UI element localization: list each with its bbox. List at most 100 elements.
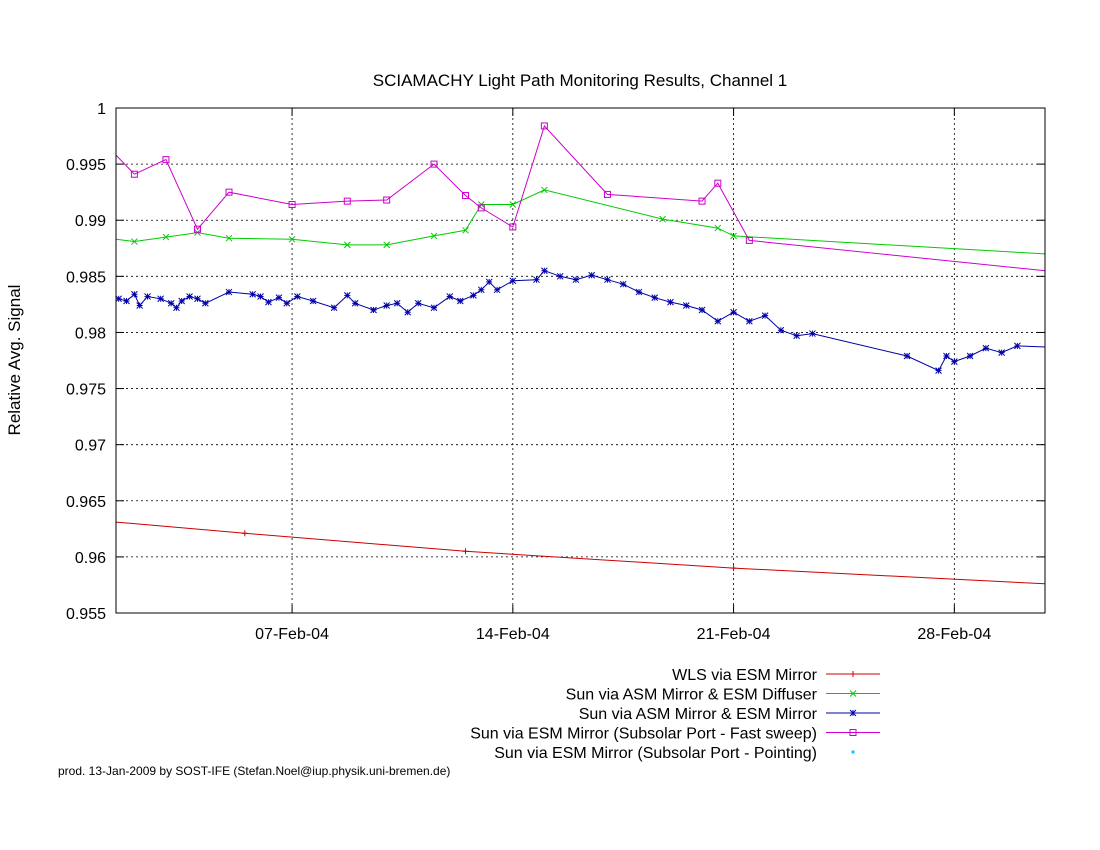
- data-point-marker: [588, 271, 596, 279]
- data-point-marker: [572, 276, 580, 284]
- data-point-marker: [446, 293, 454, 300]
- data-point-marker: [667, 298, 674, 306]
- series-wls-via-esm-mirror: [115, 521, 1046, 585]
- legend-label: Sun via ASM Mirror & ESM Mirror: [579, 706, 818, 723]
- data-point-marker: [477, 204, 485, 212]
- data-point-marker: [370, 306, 377, 314]
- data-point-marker: [477, 286, 485, 294]
- data-point-marker: [698, 306, 706, 314]
- data-point-marker: [793, 332, 801, 340]
- legend-item: Sun via ESM Mirror (Subsolar Port - Poin…: [494, 745, 855, 762]
- data-point-marker: [241, 530, 248, 537]
- series-group: [115, 122, 1046, 585]
- data-point-marker: [950, 358, 958, 365]
- data-point-marker: [157, 295, 165, 303]
- x-tick-label: 07-Feb-04: [255, 626, 329, 643]
- data-point-marker: [144, 293, 151, 300]
- data-point-marker: [541, 267, 548, 275]
- data-point-marker: [619, 280, 627, 288]
- data-point-marker: [943, 352, 950, 360]
- data-point-marker: [698, 197, 706, 205]
- data-point-marker: [470, 292, 477, 299]
- data-point-marker: [982, 344, 990, 352]
- legend-label: Sun via ESM Mirror (Subsolar Port - Poin…: [494, 745, 817, 762]
- data-point-marker: [249, 290, 257, 298]
- data-point-marker: [462, 192, 470, 200]
- y-tick-label: 0.98: [75, 325, 106, 342]
- data-point-marker: [178, 297, 186, 305]
- data-point-marker: [201, 299, 209, 307]
- data-point-marker: [462, 548, 469, 555]
- y-tick-label: 0.995: [66, 157, 106, 174]
- data-point-marker: [745, 317, 753, 325]
- y-tick-label: 0.985: [66, 269, 106, 286]
- y-tick-label: 0.99: [75, 213, 106, 230]
- data-point-marker: [383, 302, 391, 309]
- data-point-marker: [194, 295, 201, 303]
- data-point-marker: [136, 302, 144, 309]
- data-point-marker: [456, 297, 464, 305]
- data-point-marker: [603, 190, 611, 198]
- legend-label: Sun via ESM Mirror (Subsolar Port - Fast…: [470, 726, 817, 743]
- data-point-marker: [730, 232, 737, 240]
- data-point-marker: [186, 293, 193, 300]
- grid-lines: [116, 108, 1045, 613]
- data-point-marker: [651, 294, 659, 302]
- data-point-marker: [414, 299, 422, 307]
- data-point-marker: [123, 297, 130, 305]
- data-point-marker: [330, 304, 338, 312]
- data-point-marker: [162, 156, 170, 164]
- legend-marker: [849, 729, 857, 736]
- x-tick-label: 28-Feb-04: [917, 626, 991, 643]
- data-point-marker: [393, 299, 401, 307]
- data-point-marker: [430, 160, 438, 168]
- data-point-marker: [730, 565, 737, 572]
- data-point-marker: [1014, 342, 1021, 350]
- legend: WLS via ESM Mirror Sun via ASM Mirror & E…: [470, 667, 880, 762]
- data-point-marker: [777, 326, 785, 334]
- data-point-marker: [966, 352, 974, 360]
- data-point-marker: [604, 276, 611, 284]
- y-tick-label: 0.965: [66, 494, 106, 511]
- data-point-marker: [343, 241, 351, 249]
- data-point-marker: [225, 288, 233, 296]
- x-tick-label: 21-Feb-04: [697, 626, 771, 643]
- data-point-marker: [225, 188, 233, 196]
- data-point-marker: [809, 330, 816, 337]
- data-point-marker: [998, 349, 1005, 356]
- data-point-marker: [462, 226, 469, 234]
- data-point-marker: [714, 224, 722, 232]
- data-point-marker: [430, 304, 438, 312]
- y-tick-label: 0.975: [66, 382, 106, 399]
- data-point-marker: [293, 293, 301, 300]
- data-point-marker: [288, 235, 296, 243]
- legend-marker: [851, 750, 855, 754]
- legend-item: Sun via ASM Mirror & ESM Mirror: [579, 706, 880, 723]
- data-point-marker: [430, 232, 438, 240]
- data-point-marker: [275, 294, 283, 302]
- data-point-marker: [115, 295, 122, 303]
- data-point-marker: [533, 276, 540, 284]
- legend-marker: [850, 671, 856, 677]
- series-line: [115, 521, 1046, 585]
- data-point-marker: [540, 122, 548, 130]
- data-point-marker: [682, 302, 690, 309]
- data-point-marker: [659, 215, 666, 223]
- legend-marker: [849, 709, 857, 717]
- data-point-marker: [761, 312, 769, 319]
- legend-item: Sun via ESM Mirror (Subsolar Port - Fast…: [470, 726, 880, 743]
- data-point-marker: [383, 196, 391, 204]
- series-sun-via-asm-mirror-esm-mirror: [115, 267, 1046, 374]
- data-point-marker: [714, 317, 722, 325]
- legend-label: Sun via ASM Mirror & ESM Diffuser: [566, 687, 818, 704]
- data-point-marker: [309, 297, 317, 305]
- data-point-marker: [351, 299, 359, 307]
- series-sun-via-asm-mirror-esm-diffuser: [115, 186, 1046, 255]
- legend-item: WLS via ESM Mirror: [672, 667, 880, 684]
- y-tick-label: 0.96: [75, 550, 106, 567]
- data-point-marker: [257, 293, 264, 300]
- data-point-marker: [131, 238, 138, 245]
- data-point-marker: [730, 308, 737, 316]
- data-point-marker: [283, 299, 291, 307]
